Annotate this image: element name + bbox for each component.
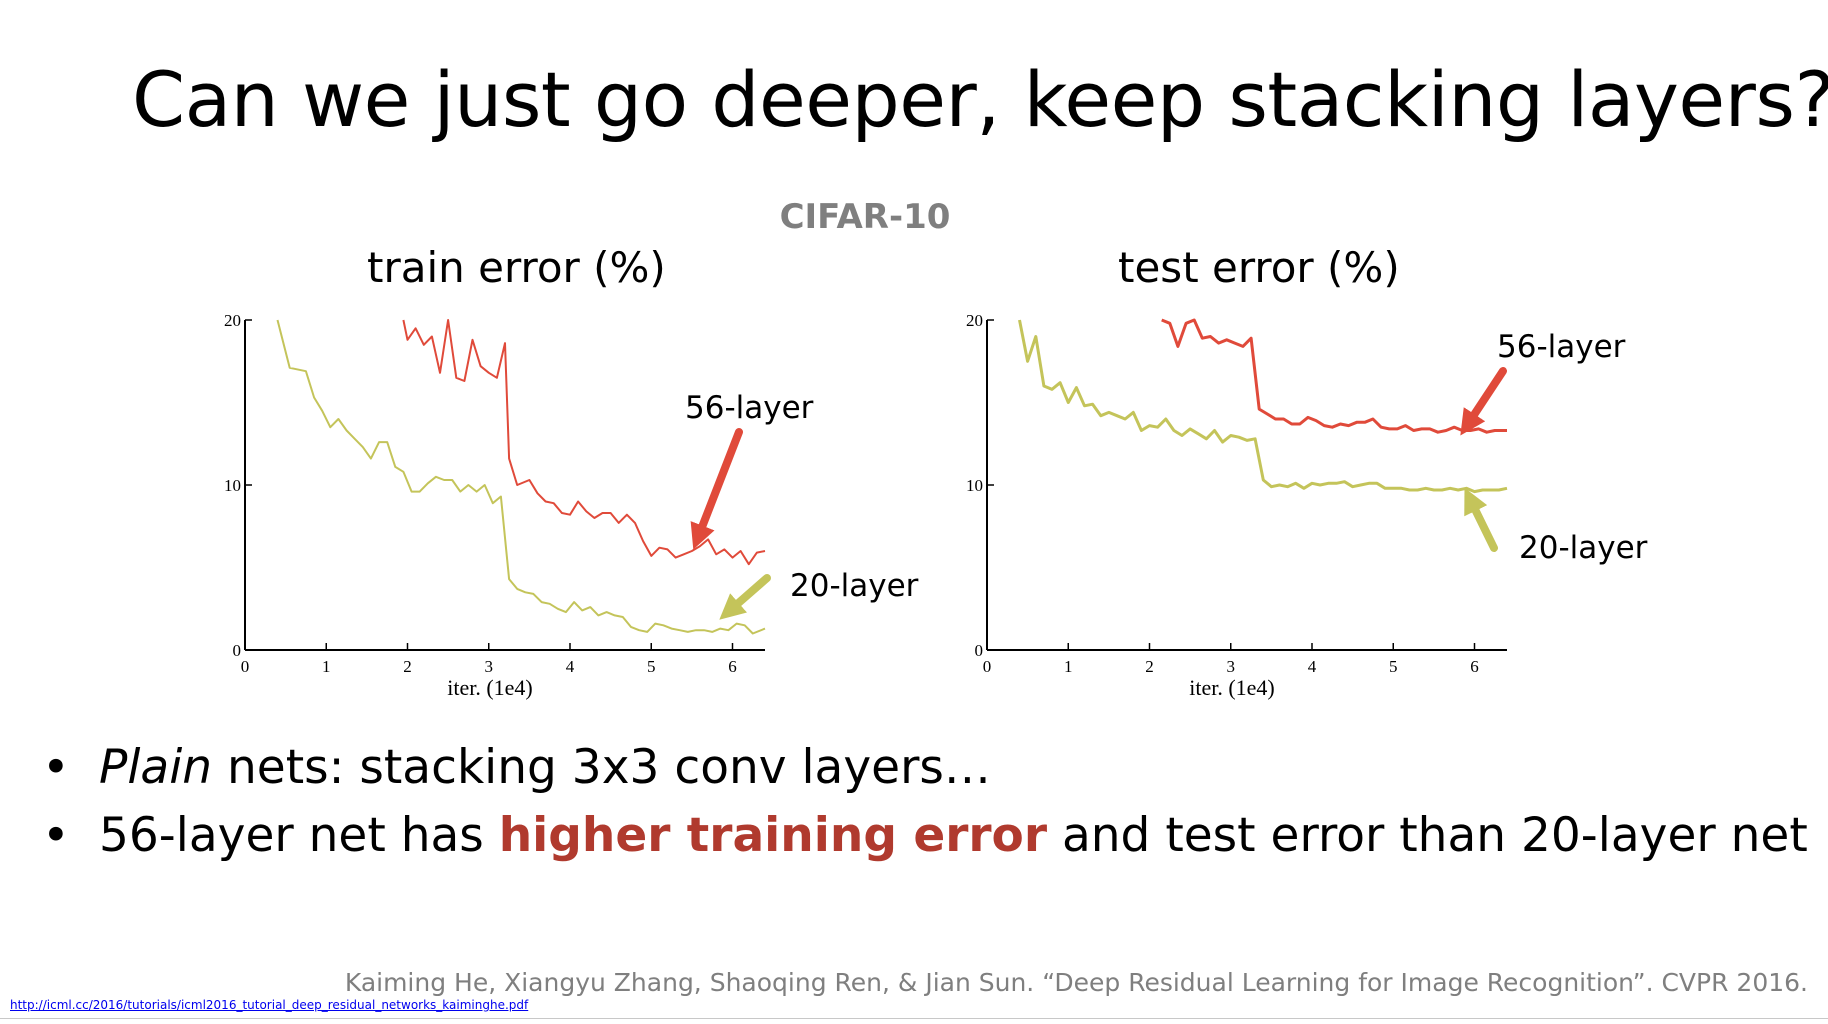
bullet-list: • Plain nets: stacking 3x3 conv layers… … [42,734,1808,870]
x-tick-label: 1 [1064,657,1073,676]
annotation-label: 20-layer [790,568,919,604]
x-tick-label: 6 [728,657,737,676]
x-tick-label: 0 [983,657,992,676]
train-chart-title: train error (%) [367,243,666,292]
train-error-chart: 0 1 2 3 4 5 6 0 10 20 iter. (1e4) 56-layer 20-layer [224,311,919,700]
x-tick-label: 4 [1308,657,1317,676]
x-tick-label: 3 [1227,657,1236,676]
x-tick-label: 5 [647,657,656,676]
y-tick-label: 0 [233,641,242,660]
y-tick-label: 10 [224,476,241,495]
x-tick-label: 3 [485,657,494,676]
x-tick-label: 6 [1470,657,1479,676]
annotation-label: 20-layer [1519,530,1648,566]
x-tick-label: 2 [1145,657,1154,676]
dataset-label: CIFAR-10 [779,197,951,237]
bullet-text: and test error than 20-layer net [1047,808,1808,863]
series-line-56-layer [402,319,766,566]
x-tick-label: 4 [566,657,575,676]
x-tick-label: 5 [1389,657,1398,676]
bullet-text-italic: Plain [99,740,213,795]
bullet-text-emphasis: higher training error [498,808,1048,863]
source-link[interactable]: http://icml.cc/2016/tutorials/icml2016_t… [10,998,529,1012]
bullet-item: • Plain nets: stacking 3x3 conv layers… [42,734,1808,802]
y-tick-label: 10 [966,476,983,495]
series-line-20-layer [1018,319,1508,494]
y-tick-label: 20 [224,311,241,330]
x-axis-label: iter. (1e4) [1189,675,1275,700]
x-axis-label: iter. (1e4) [447,675,533,700]
annotation-arrow [719,574,771,620]
bullet-item: • 56-layer net has higher training error… [42,802,1808,870]
bullet-text: 56-layer net has [99,808,499,863]
annotation-arrow [1464,487,1498,552]
y-tick-label: 20 [966,311,983,330]
x-tick-label: 1 [322,657,331,676]
annotation-label: 56-layer [685,390,814,426]
test-error-chart: 0 1 2 3 4 5 6 0 10 20 iter. (1e4) 56-layer 20-layer [966,311,1648,700]
annotation-label: 56-layer [1497,329,1626,365]
annotation-arrow [1460,367,1507,436]
bottom-divider [0,1018,1828,1019]
y-tick-label: 0 [975,641,984,660]
x-tick-label: 0 [241,657,250,676]
test-chart-title: test error (%) [1118,243,1400,292]
citation: Kaiming He, Xiangyu Zhang, Shaoqing Ren,… [344,968,1808,997]
bullet-text: nets: stacking 3x3 conv layers… [212,740,991,795]
x-tick-label: 2 [403,657,412,676]
bullet-symbol: • [42,808,70,863]
slide-title: Can we just go deeper, keep stacking lay… [132,55,1828,144]
series-line-20-layer [276,319,766,635]
annotation-arrow [690,428,743,550]
bullet-symbol: • [42,740,70,795]
series-line-56-layer [1161,318,1507,434]
